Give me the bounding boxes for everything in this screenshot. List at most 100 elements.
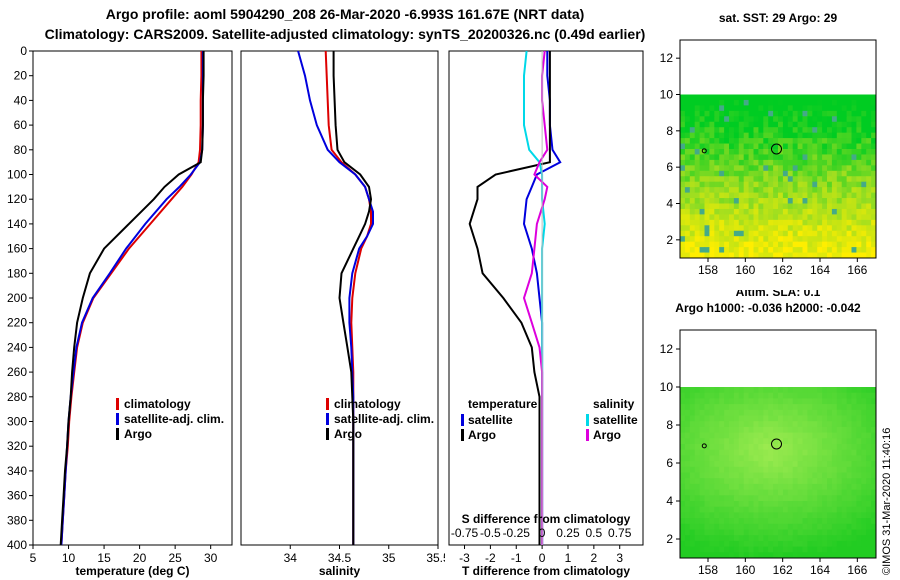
legend-heading-temperature: temperature [468, 397, 538, 411]
field-cell [704, 198, 710, 204]
field-cell [738, 165, 745, 172]
field-cell [758, 143, 764, 150]
field-cell [763, 236, 769, 243]
field-cell [729, 138, 735, 144]
field-cell [846, 105, 852, 112]
field-cell [812, 110, 818, 117]
field-cell [851, 198, 857, 204]
field-cell [699, 203, 705, 210]
field-cell [846, 230, 852, 237]
field-cell [719, 154, 725, 161]
field-cell [704, 398, 710, 405]
field-cell [689, 94, 696, 101]
field-cell [763, 392, 769, 399]
field-cell [836, 392, 843, 399]
field-cell [714, 409, 720, 416]
field-cell [709, 461, 715, 468]
field-cell [719, 127, 725, 134]
field-cell [836, 181, 843, 188]
x-tick-label: 34.5 [328, 551, 352, 565]
field-cell [714, 138, 720, 144]
field-cell [753, 116, 759, 123]
field-cell [861, 438, 867, 445]
field-cell [709, 105, 715, 112]
field-cell [846, 426, 852, 433]
field-cell [748, 154, 754, 161]
field-cell [802, 489, 808, 496]
field-cell [689, 495, 696, 502]
y-tick-label: 120 [7, 192, 27, 206]
field-cell [807, 170, 813, 177]
field-cell [861, 387, 867, 394]
field-cell [743, 489, 749, 496]
field-cell [851, 165, 857, 172]
field-cell [689, 432, 696, 439]
field-cell [836, 138, 843, 144]
field-cell [782, 512, 789, 519]
field-cell [714, 187, 720, 193]
field-cell [714, 461, 720, 468]
field-cell [704, 187, 710, 193]
field-cell [782, 132, 789, 139]
field-cell [866, 426, 872, 433]
field-cell [680, 421, 686, 428]
field-cell [699, 501, 705, 508]
field-cell [729, 444, 735, 451]
field-cell [797, 461, 803, 468]
field-cell [812, 138, 818, 144]
legend-label-argo: Argo [334, 427, 362, 441]
field-cell [802, 219, 808, 226]
field-cell [694, 236, 700, 243]
field-cell [689, 225, 696, 232]
field-cell [797, 387, 803, 394]
field-cell [831, 415, 838, 422]
field-cell [861, 483, 867, 490]
field-cell [841, 540, 847, 547]
field-cell [709, 116, 715, 123]
field-cell [822, 489, 828, 496]
field-cell [866, 208, 872, 215]
field-cell [841, 105, 847, 112]
field-cell [787, 149, 794, 155]
field-cell [802, 159, 808, 166]
field-cell [851, 432, 857, 439]
field-cell [822, 438, 828, 445]
argo-location-marker [771, 143, 783, 155]
field-cell [797, 512, 803, 519]
field-cell [792, 501, 798, 508]
field-cell [778, 110, 784, 117]
field-cell [689, 540, 696, 547]
field-cell [827, 225, 833, 232]
field-cell [831, 121, 838, 128]
field-cell [758, 214, 764, 221]
field-cell [871, 415, 877, 422]
field-cell [831, 214, 838, 221]
field-cell [787, 466, 794, 473]
field-cell [802, 546, 808, 553]
field-cell [782, 449, 789, 456]
field-cell [866, 523, 872, 530]
field-cell [856, 181, 862, 188]
field-cell [827, 421, 833, 428]
field-cell [851, 219, 857, 226]
field-cell [817, 438, 823, 445]
field-cell [694, 392, 700, 399]
field-cell [807, 404, 813, 411]
field-cell [807, 236, 813, 243]
field-cell [738, 535, 745, 542]
field-cell [807, 512, 813, 519]
x-tick-label: 5 [30, 551, 37, 565]
field-cell [724, 501, 730, 508]
field-cell [831, 540, 838, 547]
field-cell [831, 535, 838, 542]
field-cell [758, 187, 764, 193]
field-cell [758, 523, 764, 530]
field-cell [724, 398, 730, 405]
field-cell [738, 247, 745, 253]
y-tick-label: 6 [666, 160, 673, 174]
y-tick-label: 10 [660, 88, 674, 102]
field-cell [733, 99, 740, 106]
field-cell [719, 466, 725, 473]
field-cell [846, 116, 852, 123]
field-cell [724, 535, 730, 542]
